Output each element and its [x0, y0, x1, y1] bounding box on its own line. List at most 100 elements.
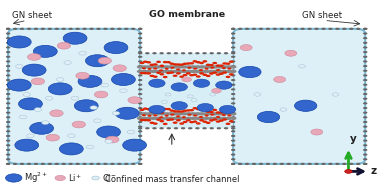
Circle shape — [168, 65, 175, 69]
Circle shape — [229, 60, 234, 63]
Circle shape — [68, 28, 73, 30]
Circle shape — [209, 52, 214, 54]
Circle shape — [179, 64, 184, 66]
Circle shape — [120, 89, 127, 93]
Circle shape — [203, 70, 210, 73]
Circle shape — [76, 72, 89, 79]
Circle shape — [19, 115, 27, 119]
Circle shape — [86, 145, 94, 149]
Circle shape — [153, 67, 157, 70]
Circle shape — [363, 116, 367, 119]
Circle shape — [6, 42, 10, 44]
Circle shape — [219, 119, 224, 122]
Circle shape — [363, 144, 367, 146]
Circle shape — [163, 117, 170, 120]
Circle shape — [199, 112, 206, 115]
Circle shape — [203, 112, 210, 115]
Circle shape — [13, 28, 17, 30]
Circle shape — [212, 65, 219, 69]
Circle shape — [163, 61, 167, 63]
Circle shape — [266, 163, 270, 165]
Circle shape — [187, 114, 192, 116]
Circle shape — [177, 65, 183, 69]
Circle shape — [155, 117, 161, 120]
Circle shape — [229, 73, 234, 76]
Circle shape — [31, 78, 45, 85]
Circle shape — [46, 134, 59, 141]
Circle shape — [231, 149, 235, 151]
Circle shape — [363, 37, 367, 39]
Circle shape — [314, 163, 319, 165]
Circle shape — [153, 63, 158, 66]
Circle shape — [231, 139, 235, 142]
Circle shape — [231, 65, 235, 67]
Circle shape — [259, 28, 263, 30]
Circle shape — [167, 127, 171, 129]
Circle shape — [48, 83, 72, 95]
Circle shape — [168, 112, 175, 115]
Circle shape — [217, 52, 221, 54]
Circle shape — [182, 116, 186, 118]
Circle shape — [224, 52, 228, 54]
Circle shape — [149, 105, 165, 114]
Circle shape — [176, 72, 181, 75]
Circle shape — [301, 163, 305, 165]
Circle shape — [6, 112, 10, 114]
Circle shape — [363, 163, 367, 165]
Circle shape — [139, 119, 144, 121]
Circle shape — [202, 127, 207, 129]
Circle shape — [153, 110, 158, 113]
Circle shape — [231, 163, 235, 165]
Circle shape — [363, 107, 367, 109]
Circle shape — [105, 136, 119, 143]
Circle shape — [194, 79, 210, 87]
Circle shape — [216, 120, 220, 123]
Circle shape — [28, 54, 41, 60]
Circle shape — [208, 112, 214, 115]
Circle shape — [222, 118, 227, 121]
Circle shape — [6, 28, 10, 30]
Circle shape — [294, 100, 317, 111]
Circle shape — [273, 163, 277, 165]
Circle shape — [342, 163, 347, 165]
Circle shape — [210, 114, 214, 116]
Circle shape — [293, 28, 298, 30]
Circle shape — [221, 70, 228, 73]
Circle shape — [146, 112, 152, 115]
Circle shape — [23, 93, 31, 96]
Circle shape — [363, 42, 367, 44]
Circle shape — [206, 111, 211, 113]
Text: Confined mass transfer channel: Confined mass transfer channel — [105, 175, 239, 184]
Circle shape — [222, 114, 226, 116]
Circle shape — [245, 163, 249, 165]
Circle shape — [363, 28, 367, 30]
Circle shape — [224, 127, 228, 129]
Circle shape — [150, 110, 154, 113]
Circle shape — [363, 93, 367, 95]
Circle shape — [219, 64, 224, 67]
Circle shape — [287, 28, 291, 30]
Circle shape — [115, 107, 139, 119]
Circle shape — [335, 28, 340, 30]
Circle shape — [59, 143, 83, 155]
Circle shape — [8, 79, 31, 91]
Circle shape — [142, 114, 146, 116]
Circle shape — [196, 61, 201, 64]
Circle shape — [186, 109, 191, 112]
Circle shape — [192, 60, 197, 63]
Circle shape — [152, 127, 157, 129]
Circle shape — [209, 111, 214, 113]
Circle shape — [216, 111, 220, 114]
Circle shape — [138, 74, 143, 77]
Circle shape — [171, 83, 187, 91]
Circle shape — [231, 56, 235, 58]
Text: GO membrane: GO membrane — [149, 10, 225, 19]
Circle shape — [206, 75, 211, 77]
Circle shape — [6, 70, 10, 72]
Circle shape — [226, 76, 231, 78]
Circle shape — [176, 119, 181, 122]
Circle shape — [226, 123, 231, 125]
Circle shape — [225, 65, 232, 69]
Circle shape — [328, 28, 333, 30]
Circle shape — [143, 107, 148, 110]
